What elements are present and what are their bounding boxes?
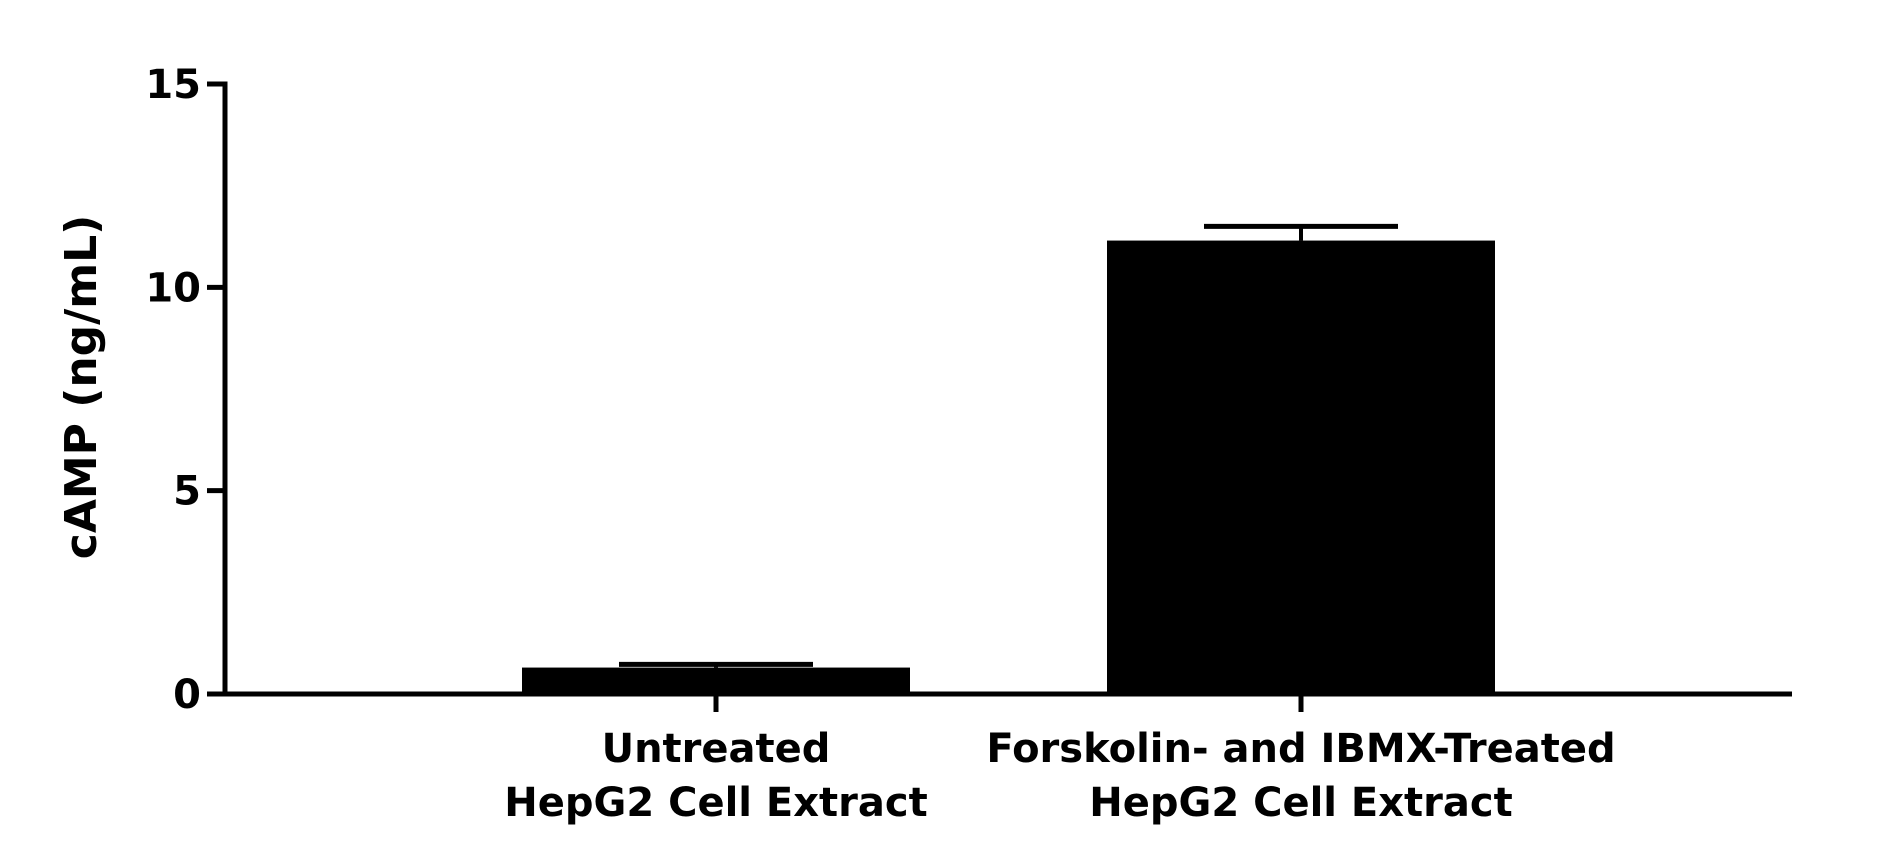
y-tick-label: 0	[173, 672, 201, 718]
y-tick-label: 10	[145, 265, 201, 311]
x-category-label: Forskolin- and IBMX-Treated	[986, 726, 1615, 772]
x-category-label: HepG2 Cell Extract	[1089, 780, 1512, 826]
bars-group	[522, 240, 1495, 695]
y-tick-label: 15	[145, 62, 201, 108]
x-category-label: HepG2 Cell Extract	[504, 780, 927, 826]
plot-area: 0 5 10 15 Untreated HepG2 Cell Extract Forsko…	[145, 62, 1792, 826]
y-axis-title: cAMP (ng/mL)	[56, 215, 107, 559]
y-ticks-group: 0 5 10 15	[145, 62, 225, 718]
y-tick-label: 5	[173, 469, 201, 515]
x-ticks-group: Untreated HepG2 Cell Extract Forskolin- an…	[504, 694, 1616, 826]
error-bars-group	[619, 223, 1398, 668]
x-category-label: Untreated	[602, 726, 831, 772]
bar-1	[522, 667, 910, 694]
bar-2	[1107, 240, 1495, 695]
